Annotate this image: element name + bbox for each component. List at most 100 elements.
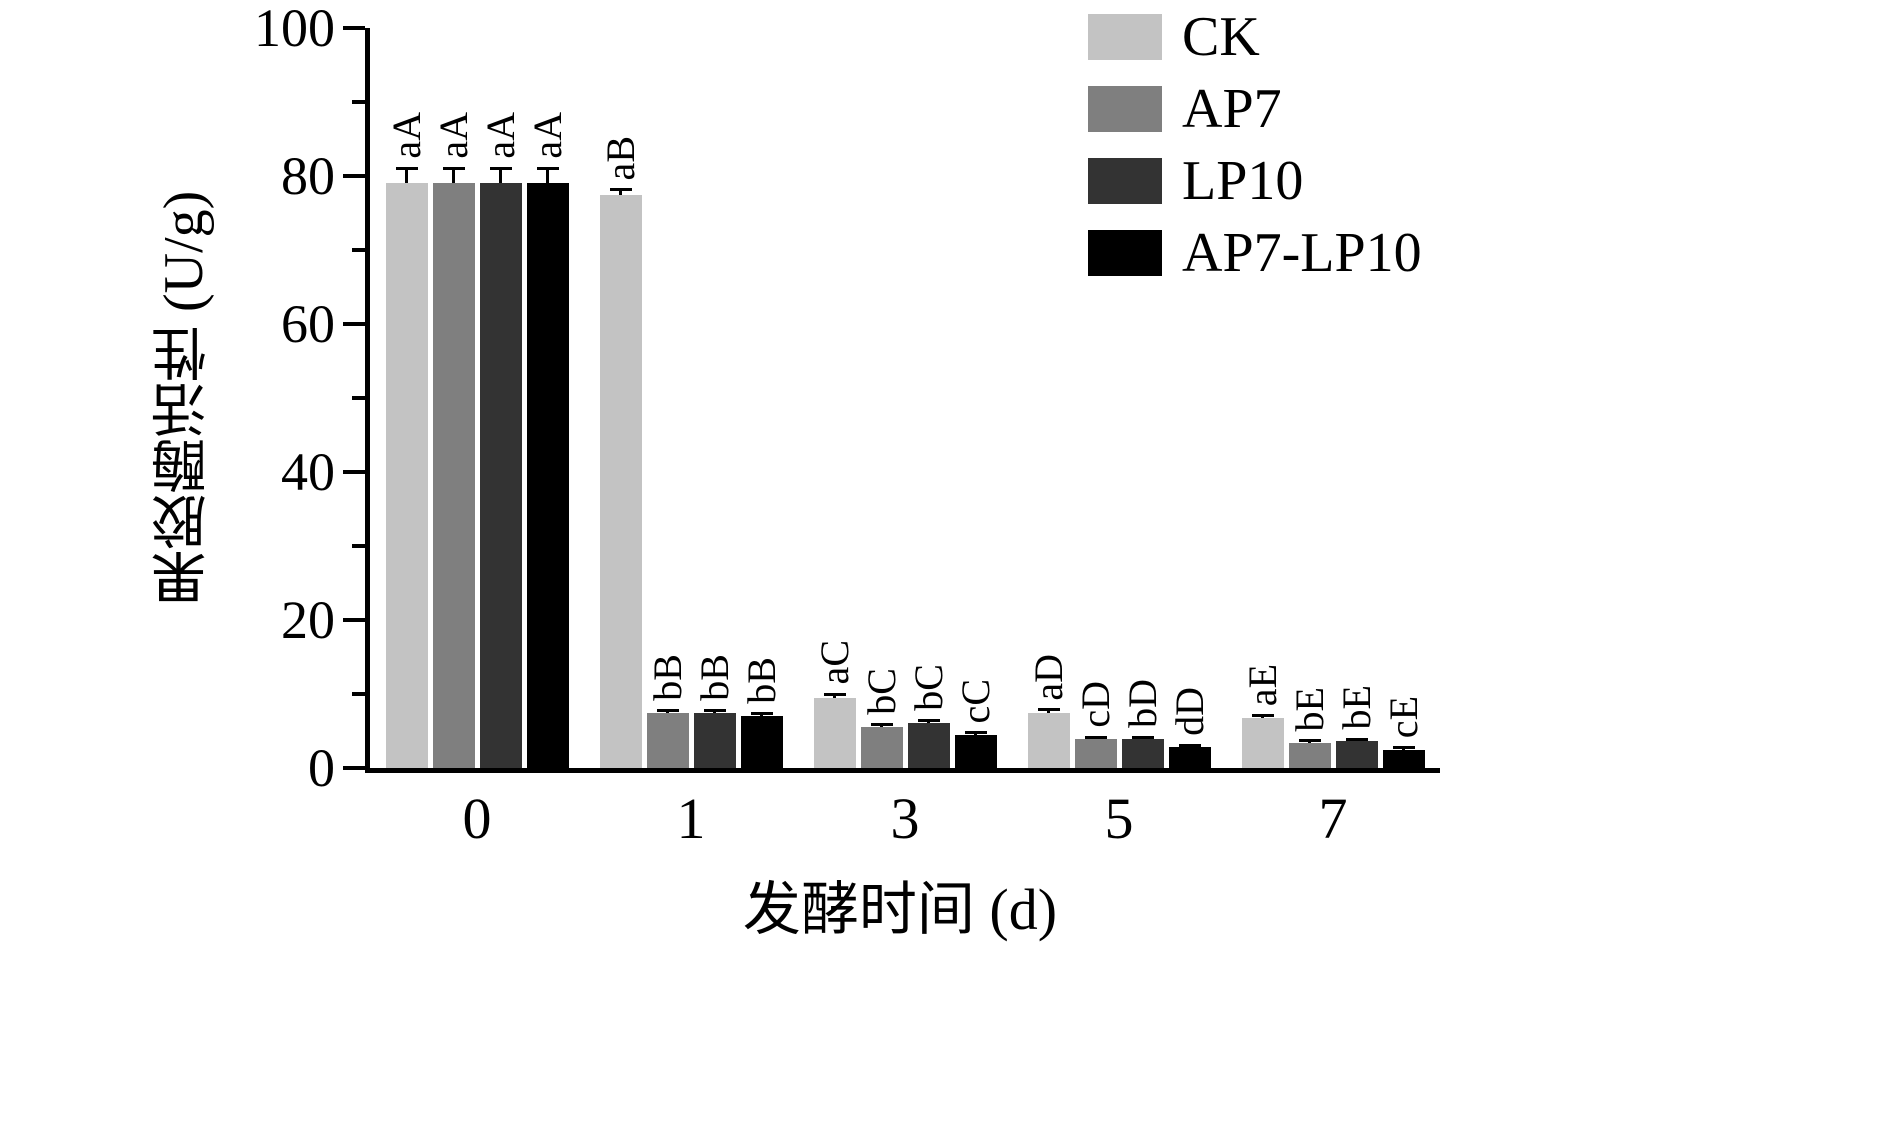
legend-swatch [1088, 230, 1162, 276]
error-bar-line [546, 168, 549, 184]
significance-label: aB [597, 135, 643, 181]
error-bar-line [880, 725, 883, 728]
y-tick-label: 80 [281, 146, 335, 206]
bar-CK [813, 697, 856, 768]
bar-slot: aD [1025, 28, 1071, 768]
bar-AP7 [432, 183, 475, 768]
y-minor-tick [352, 692, 365, 696]
significance-label: aE [1239, 664, 1285, 707]
error-bar-line [1261, 716, 1264, 719]
bar-slot: aB [597, 28, 643, 768]
bar-group: aA aA aA aA [370, 28, 584, 768]
significance-label: bB [644, 654, 690, 702]
error-bar-line [760, 713, 763, 717]
error-bar-cap [656, 709, 679, 713]
legend-label: CK [1182, 6, 1260, 68]
y-minor-tick [352, 396, 365, 400]
bar-slot: aA [430, 28, 476, 768]
bar-slot: aC [811, 28, 857, 768]
x-axis-label: 发酵时间 (d) [742, 877, 1058, 942]
legend: CK AP7 LP10 AP7-LP10 [1088, 8, 1422, 296]
bar-CK [385, 183, 428, 768]
x-tick-label: 0 [462, 786, 492, 851]
bar-slot: bB [691, 28, 737, 768]
error-bar-cap [750, 711, 773, 715]
error-bar-cap [1251, 714, 1274, 718]
significance-label: aA [430, 111, 476, 159]
bar-group: aC bC bC cC [798, 28, 1012, 768]
legend-item: AP7 [1088, 80, 1422, 138]
error-bar-cap [1131, 735, 1154, 739]
significance-label: bD [1119, 678, 1165, 728]
error-bar-cap [1037, 708, 1060, 712]
y-tick-label: 60 [281, 294, 335, 354]
x-tick-label: 3 [890, 786, 920, 851]
bar-slot: bB [738, 28, 784, 768]
y-major-tick [343, 174, 365, 178]
bar-AP7 [1288, 742, 1331, 768]
error-bar-cap [395, 166, 418, 170]
bar-AP7 [1074, 739, 1117, 768]
error-bar-line [619, 190, 622, 195]
bar-slot: dD [1166, 28, 1212, 768]
bar-LP10 [1121, 739, 1164, 768]
significance-label: bB [738, 657, 784, 704]
significance-label: aA [383, 111, 429, 159]
legend-swatch [1088, 158, 1162, 204]
error-bar-cap [870, 723, 893, 727]
significance-label: cC [952, 678, 998, 724]
bar-LP10 [693, 713, 736, 768]
bar-slot: cC [952, 28, 998, 768]
significance-label: aD [1025, 653, 1071, 701]
legend-item: LP10 [1088, 152, 1422, 210]
plot-area: 0 20 40 60 80 100 aA aA aA aA 0 aB bB bB bB 1 aC bC bC cC 3 a… [254, 0, 1440, 850]
error-bar-line [1047, 710, 1050, 714]
significance-label: aC [811, 640, 857, 685]
y-minor-tick [352, 544, 365, 548]
y-major-tick [343, 322, 365, 326]
bar-CK [1241, 718, 1284, 768]
legend-label: AP7-LP10 [1182, 222, 1422, 284]
error-bar-cap [1392, 746, 1415, 750]
bar-slot: bE [1334, 28, 1379, 768]
error-bar-cap [1298, 739, 1321, 743]
x-tick-label: 1 [676, 786, 706, 851]
significance-label: bE [1286, 686, 1332, 732]
bar-AP7-LP10 [526, 183, 569, 768]
bar-slot: aA [524, 28, 570, 768]
error-bar-cap [536, 166, 559, 170]
bar-AP7 [646, 713, 689, 768]
significance-label: cE [1380, 695, 1426, 739]
error-bar-cap [1345, 737, 1368, 741]
bar-CK [1027, 713, 1070, 768]
bar-AP7-LP10 [1168, 747, 1211, 768]
bar-group: aE bE bE cE [1226, 28, 1440, 768]
legend-swatch [1088, 14, 1162, 60]
error-bar-cap [489, 166, 512, 170]
y-axis-label: 果胶酶活性 (U/g) [153, 190, 215, 606]
significance-label: bB [691, 654, 737, 702]
y-minor-tick [352, 248, 365, 252]
legend-label: AP7 [1182, 78, 1282, 140]
error-bar-cap [964, 731, 987, 735]
significance-label: dD [1166, 686, 1212, 736]
y-major-tick [343, 618, 365, 622]
significance-label: aA [524, 111, 570, 159]
bar-slot: aA [383, 28, 429, 768]
error-bar-line [405, 168, 408, 184]
error-bar-line [452, 168, 455, 184]
error-bar-line [666, 711, 669, 714]
y-major-tick [343, 470, 365, 474]
error-bar-cap [917, 718, 940, 722]
x-tick-label: 5 [1104, 786, 1134, 851]
error-bar-cap [823, 692, 846, 696]
bar-group: aD cD bD dD [1012, 28, 1226, 768]
bar-AP7-LP10 [1382, 749, 1425, 768]
bar-slot: bC [906, 28, 951, 768]
bar-LP10 [479, 183, 522, 768]
bar-slot: bB [644, 28, 690, 768]
bar-LP10 [907, 722, 950, 768]
error-bar-line [833, 694, 836, 698]
error-bar-line [499, 168, 502, 184]
